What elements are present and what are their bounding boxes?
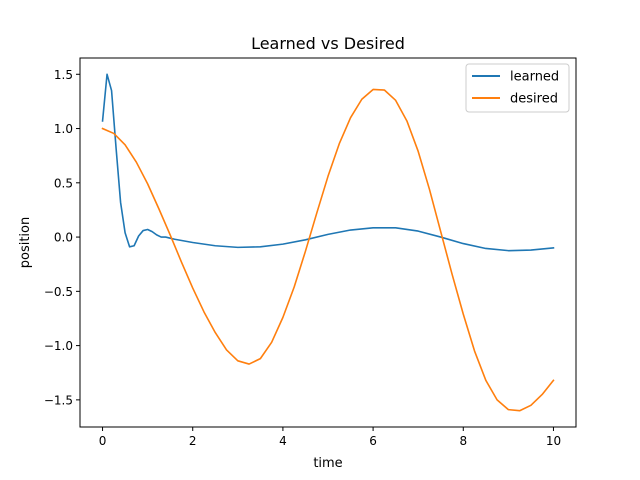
y-axis-label: position — [18, 217, 33, 269]
y-axis-ticks: −1.5 −1.0 −0.5 0.0 0.5 1.0 1.5 — [44, 68, 80, 407]
y-tick-label: −0.5 — [44, 285, 73, 299]
plot-frame — [79, 57, 577, 428]
chart-title: Learned vs Desired — [251, 34, 405, 53]
series-line-desired — [101, 88, 555, 412]
plot-layer — [101, 73, 555, 412]
x-tick-label: 0 — [99, 434, 107, 448]
x-tick-label: 10 — [546, 434, 561, 448]
x-tick-label: 4 — [279, 434, 287, 448]
y-tick-label: −1.0 — [44, 339, 73, 353]
x-axis-ticks: 0 2 4 6 8 10 — [99, 427, 561, 448]
legend-label-learned: learned — [510, 70, 559, 85]
y-tick-label: 1.0 — [54, 122, 73, 136]
legend: learned desired — [465, 63, 570, 113]
series-line-learned — [101, 73, 555, 252]
x-axis-label: time — [313, 456, 342, 471]
y-tick-label: 0.0 — [54, 231, 73, 245]
x-tick-label: 6 — [369, 434, 377, 448]
legend-label-desired: desired — [510, 92, 558, 107]
y-tick-label: −1.5 — [44, 393, 73, 407]
x-tick-label: 2 — [189, 434, 197, 448]
y-tick-label: 1.5 — [54, 68, 73, 82]
x-tick-label: 8 — [459, 434, 467, 448]
y-tick-label: 0.5 — [54, 176, 73, 190]
